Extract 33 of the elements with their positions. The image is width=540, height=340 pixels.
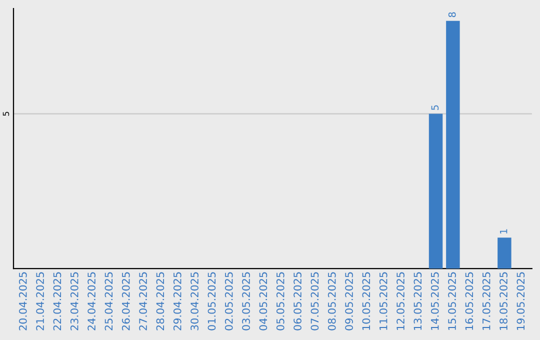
x-tick-label: 28.04.2025: [156, 272, 164, 330]
x-tick-label: 18.05.2025: [500, 272, 508, 330]
x-tick-label: 04.05.2025: [259, 272, 268, 330]
x-tick-label: 29.04.2025: [173, 272, 182, 330]
x-tick-label: 03.05.2025: [242, 272, 250, 330]
x-tick-label: 14.05.2025: [430, 272, 439, 330]
x-tick-label: 06.05.2025: [294, 272, 302, 330]
x-tick-label: 11.05.2025: [379, 272, 388, 330]
x-tick-label: 08.05.2025: [328, 272, 336, 330]
x-tick-label: 21.04.2025: [36, 272, 44, 330]
x-tick-label: 25.04.2025: [104, 272, 113, 330]
x-tick-label: 20.04.2025: [18, 272, 27, 330]
x-tick-label: 09.05.2025: [345, 272, 353, 330]
x-tick-label: 16.05.2025: [465, 272, 474, 330]
x-tick-label: 30.04.2025: [190, 272, 198, 330]
x-tick-label: 12.05.2025: [396, 272, 404, 330]
x-tick-label: 10.05.2025: [362, 272, 370, 330]
x-tick-label: 23.04.2025: [70, 272, 78, 330]
x-tick-label: 05.05.2025: [276, 272, 284, 330]
x-tick-label: 24.04.2025: [88, 272, 96, 330]
x-tick-label: 19.05.2025: [516, 272, 525, 330]
data-label: 8: [448, 12, 456, 18]
x-tick-label: 26.04.2025: [122, 272, 130, 330]
x-tick-label: 17.05.2025: [482, 272, 490, 330]
data-label: 1: [500, 229, 508, 234]
x-tick-label: 07.05.2025: [310, 272, 319, 330]
x-tick-label: 01.05.2025: [208, 272, 216, 330]
x-tick-label: 22.04.2025: [53, 272, 62, 330]
x-tick-label: 15.05.2025: [448, 272, 456, 330]
data-label: 5: [431, 105, 439, 110]
x-tick-label: 27.04.2025: [139, 272, 147, 330]
x-tick-label: 13.05.2025: [414, 272, 422, 330]
x-tick-label: 02.05.2025: [224, 272, 233, 330]
